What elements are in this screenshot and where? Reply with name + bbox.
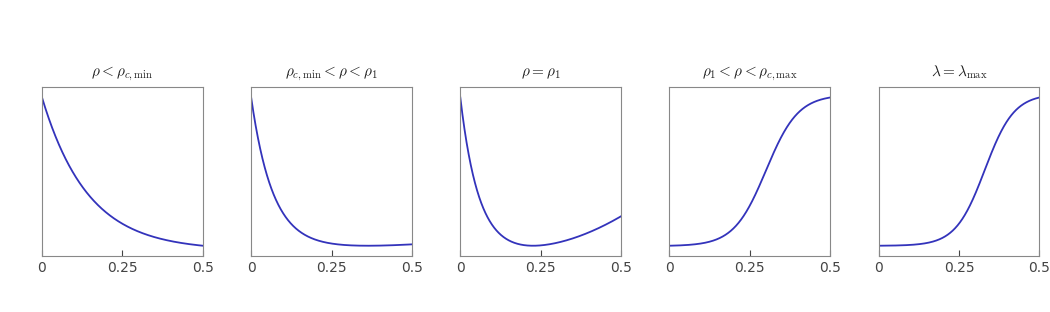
Title: $\rho_{c,\mathrm{min}} < \rho < \rho_1$: $\rho_{c,\mathrm{min}} < \rho < \rho_1$ [286, 65, 378, 83]
Title: $\rho = \rho_1$: $\rho = \rho_1$ [521, 66, 561, 81]
Title: $\rho < \rho_{c,\mathrm{min}}$: $\rho < \rho_{c,\mathrm{min}}$ [91, 65, 153, 83]
Title: $\rho_1 < \rho < \rho_{c,\mathrm{max}}$: $\rho_1 < \rho < \rho_{c,\mathrm{max}}$ [702, 65, 798, 83]
Title: $\lambda = \lambda_{\mathrm{max}}$: $\lambda = \lambda_{\mathrm{max}}$ [930, 63, 987, 81]
